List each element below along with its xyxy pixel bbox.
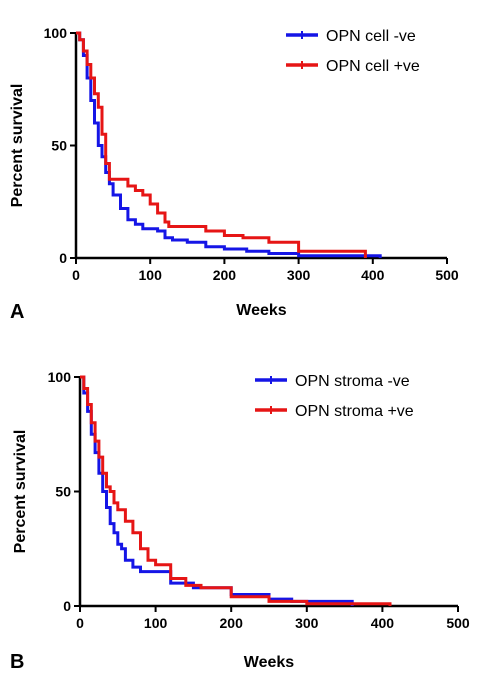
series-line-negative: [76, 31, 382, 258]
legend-label: OPN cell -ve: [326, 28, 416, 45]
panel-label: A: [10, 301, 24, 323]
y-tick-label: 0: [59, 250, 67, 266]
x-tick-label: 200: [220, 615, 244, 631]
x-tick-label: 500: [435, 267, 459, 283]
x-axis-title: Weeks: [244, 654, 295, 671]
x-tick-label: 100: [144, 615, 168, 631]
x-axis-title: Weeks: [236, 302, 287, 319]
chart-panel-b: 0 100 200 300 400 500 0 50 100 Weeks Percent survi…: [10, 369, 470, 673]
y-tick-label: 0: [63, 598, 71, 614]
x-tick-label: 100: [139, 267, 163, 283]
y-tick-label: 100: [44, 25, 68, 41]
x-tick-label: 0: [72, 267, 80, 283]
y-tick-label: 50: [51, 138, 67, 154]
legend-label: OPN stroma -ve: [295, 373, 410, 390]
legend-label: OPN cell +ve: [326, 58, 420, 75]
x-tick-label: 300: [295, 615, 319, 631]
series-line-positive: [80, 375, 392, 606]
legend: OPN stroma -ve OPN stroma +ve: [255, 373, 414, 420]
x-tick-label: 500: [446, 615, 470, 631]
panel-label: B: [10, 651, 24, 673]
y-axis-title: Percent survival: [12, 430, 29, 554]
series-line-positive: [76, 31, 367, 258]
x-tick-label: 400: [361, 267, 385, 283]
x-tick-label: 300: [287, 267, 311, 283]
legend-label: OPN stroma +ve: [295, 403, 414, 420]
y-tick-label: 50: [55, 484, 71, 500]
y-axis-title: Percent survival: [9, 84, 26, 208]
y-tick-label: 100: [48, 369, 72, 385]
legend: OPN cell -ve OPN cell +ve: [286, 28, 420, 75]
chart-panel-a: 0 100 200 300 400 500 0 50 100 Weeks Percent survi…: [9, 25, 459, 323]
x-tick-label: 400: [371, 615, 395, 631]
x-tick-label: 200: [213, 267, 237, 283]
x-tick-label: 0: [76, 615, 84, 631]
